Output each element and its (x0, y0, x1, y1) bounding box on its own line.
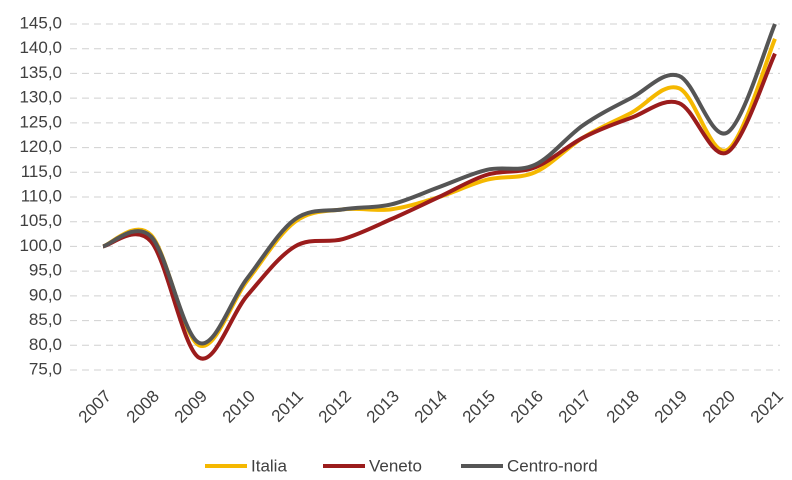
legend-label: Veneto (369, 456, 422, 475)
x-tick-label: 2017 (555, 387, 595, 427)
line-series (102, 23, 777, 346)
x-tick-label: 2013 (363, 387, 403, 427)
y-tick-label: 90,0 (29, 285, 62, 304)
x-tick-label: 2008 (123, 387, 163, 427)
y-tick-label: 125,0 (19, 112, 62, 131)
x-tick-label: 2018 (603, 387, 643, 427)
y-tick-label: 115,0 (21, 162, 62, 181)
x-tick-label: 2019 (651, 387, 691, 427)
x-tick-label: 2021 (747, 387, 787, 427)
y-tick-label: 105,0 (19, 211, 62, 230)
x-tick-label: 2012 (315, 387, 355, 427)
y-tick-label: 120,0 (19, 137, 62, 156)
y-tick-label: 80,0 (29, 335, 62, 354)
x-tick-label: 2016 (507, 387, 547, 427)
legend-label: Centro-nord (507, 456, 598, 475)
x-tick-label: 2009 (171, 387, 211, 427)
y-tick-label: 130,0 (19, 88, 62, 107)
y-tick-label: 85,0 (29, 310, 62, 329)
x-tick-label: 2015 (459, 387, 499, 427)
x-tick-label: 2014 (411, 387, 451, 427)
y-tick-label: 75,0 (29, 359, 62, 378)
y-tick-label: 145,0 (19, 13, 62, 32)
x-tick-label: 2011 (268, 387, 307, 426)
line-series (102, 52, 777, 361)
line-series (102, 38, 777, 348)
y-tick-label: 135,0 (19, 63, 62, 82)
y-tick-label: 140,0 (19, 38, 62, 57)
y-tick-label: 100,0 (19, 236, 62, 255)
x-tick-label: 2007 (75, 387, 115, 427)
legend-label: Italia (251, 456, 287, 475)
y-tick-label: 95,0 (29, 261, 62, 280)
x-tick-label: 2020 (699, 387, 739, 427)
y-tick-label: 110,0 (21, 186, 62, 205)
x-tick-label: 2010 (219, 387, 259, 427)
